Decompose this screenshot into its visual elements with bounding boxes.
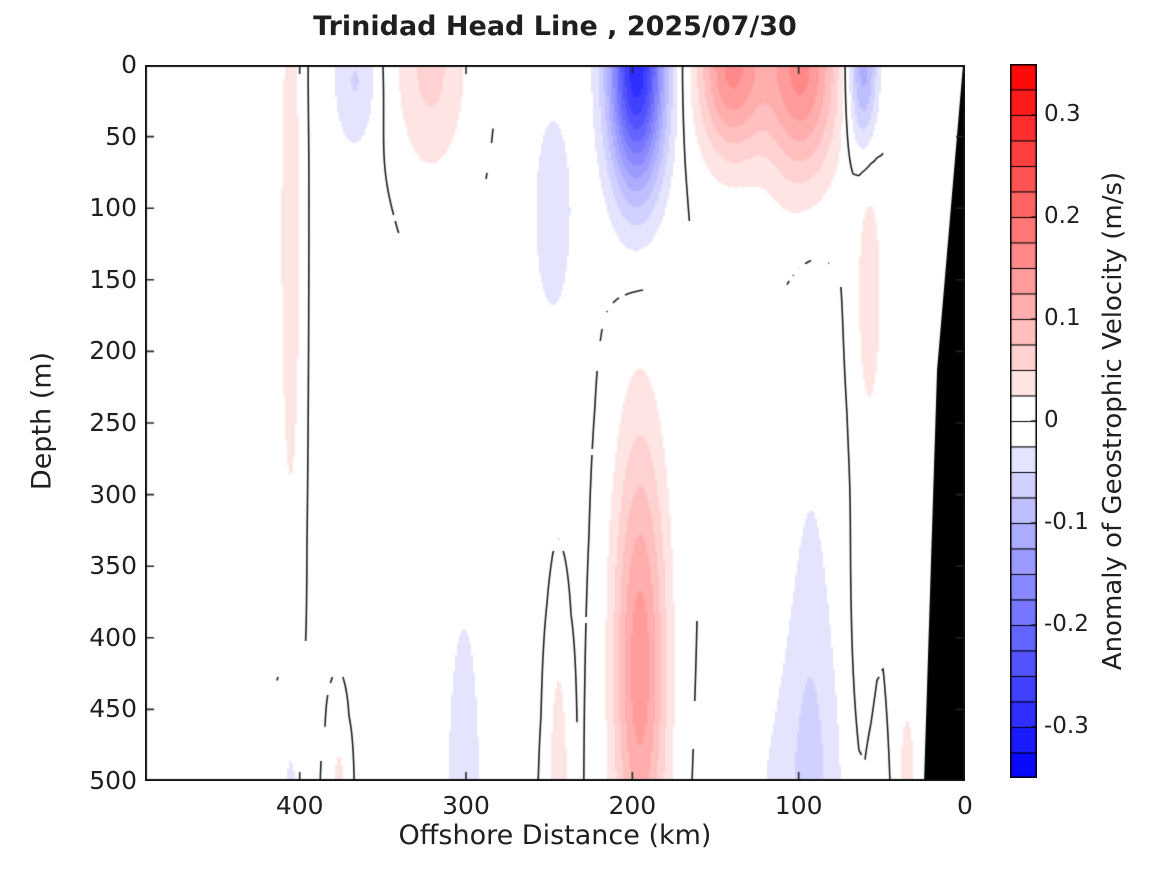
x-axis-label: Offshore Distance (km) — [398, 820, 712, 851]
x-tick-label: 300 — [442, 791, 490, 820]
y-tick-label: 0 — [121, 50, 137, 79]
y-tick-label: 450 — [89, 694, 137, 724]
colorbar-tick-label: -0.3 — [1044, 713, 1089, 739]
plot-title: Trinidad Head Line , 2025/07/30 — [313, 11, 797, 42]
y-tick-label: 100 — [89, 193, 137, 223]
colorbar — [1010, 64, 1037, 778]
x-tick-label: 200 — [608, 791, 657, 820]
colorbar-tick-label: 0 — [1044, 407, 1059, 433]
y-tick-label: 50 — [105, 121, 137, 151]
y-tick-label: 500 — [89, 766, 137, 795]
colorbar-tick-label: 0.3 — [1044, 101, 1081, 127]
y-tick-label: 300 — [89, 479, 137, 509]
colorbar-tick-label: -0.1 — [1044, 509, 1089, 535]
y-tick-label: 150 — [89, 264, 137, 294]
x-tick-label: 0 — [957, 791, 973, 820]
x-tick-label: 100 — [774, 791, 823, 820]
y-tick-label: 250 — [89, 408, 137, 437]
y-tick-label: 400 — [89, 622, 137, 652]
colorbar-tick-label: 0.1 — [1044, 305, 1081, 331]
colorbar-tick-label: -0.2 — [1044, 611, 1089, 637]
y-tick-label: 200 — [89, 336, 137, 366]
x-tick-label: 400 — [275, 791, 324, 820]
colorbar-tick-label: 0.2 — [1044, 203, 1081, 229]
y-tick-label: 350 — [89, 551, 137, 581]
contour-plot-canvas — [145, 65, 965, 781]
